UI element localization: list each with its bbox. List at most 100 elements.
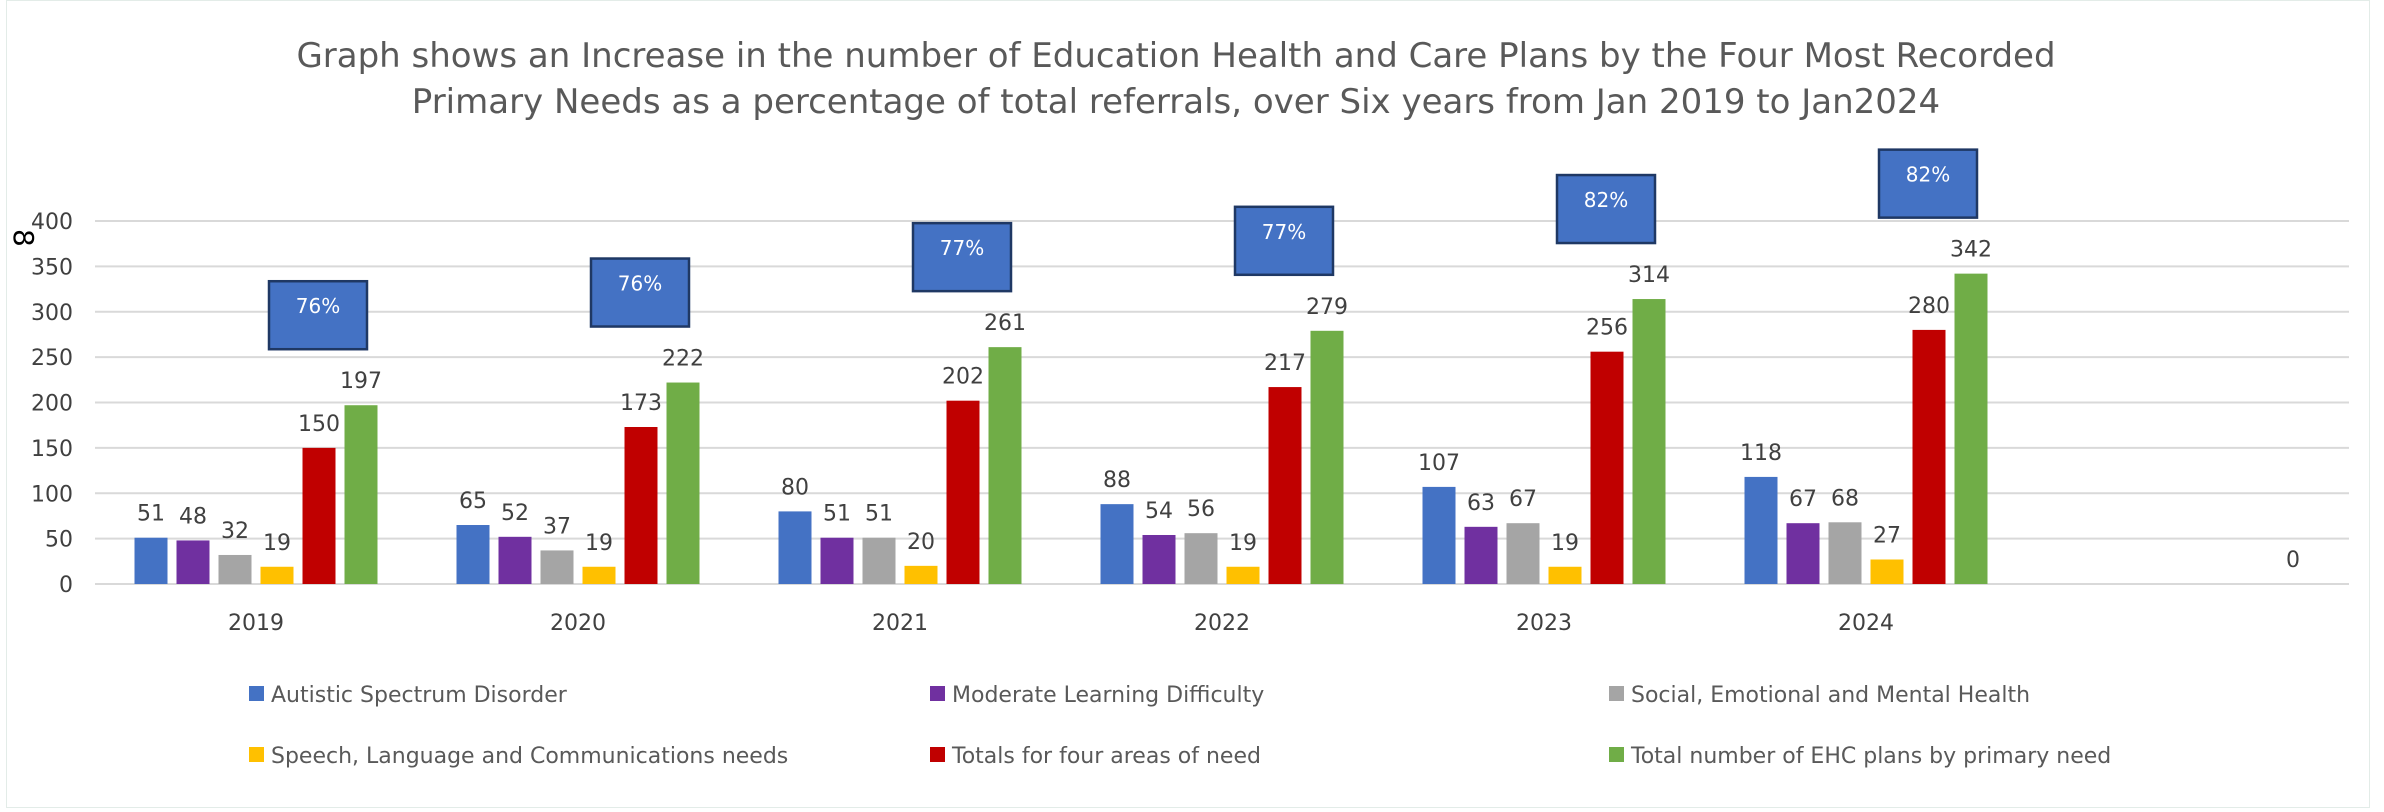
legend-item: Total number of EHC plans by primary nee… [1609,744,2111,769]
percentage-annotations: 76% 76% 77% 77% 82% 82% [267,148,1979,351]
data-label: 32 [221,519,249,544]
chart-svg: Graph shows an Increase in the number of… [7,36,2349,769]
legend-item: Totals for four areas of need [930,744,1261,769]
x-axis-ticks: 2019 2020 2021 2022 2023 2024 [228,611,1894,636]
percentage-annotation: 82% [1555,173,1657,245]
y-tick-label: 250 [31,346,73,371]
percentage-annotation: 82% [1877,148,1979,219]
percentage-annotation: 76% [589,257,691,328]
data-label: 51 [137,502,165,527]
data-label: 173 [620,391,662,416]
data-label: 19 [1551,531,1579,556]
y-tick-label: 50 [45,528,73,553]
percentage-box [267,279,369,351]
bar [1506,523,1540,584]
bar [1548,566,1582,584]
percentage-text: 82% [1906,163,1950,187]
data-label: 68 [1831,486,1859,511]
percentage-text: 76% [296,294,340,318]
bar [1422,486,1456,584]
bar [666,382,700,584]
legend-swatch [930,686,945,701]
bar [176,540,210,584]
y-tick-label: 0 [59,573,73,598]
legend-swatch [249,747,264,762]
data-label: 279 [1306,295,1348,320]
bar [582,566,616,584]
percentage-box [1233,205,1335,277]
legend-swatch [930,747,945,762]
bar [1226,566,1260,584]
bar [904,565,938,584]
bar [260,566,294,584]
legend-label: Totals for four areas of need [951,744,1261,769]
bar [1100,504,1134,584]
bar [134,537,168,584]
bar [778,511,812,584]
bar [1870,559,1904,584]
bars [134,273,1988,584]
legend-item: Autistic Spectrum Disorder [249,683,568,708]
y-tick-label: 350 [31,255,73,280]
x-tick-label: 2024 [1838,611,1894,636]
bar [1954,273,1988,584]
data-label: 19 [1229,531,1257,556]
data-label: 48 [179,504,207,529]
data-label: 52 [501,501,529,526]
x-tick-label: 2019 [228,611,284,636]
bar [1828,522,1862,584]
data-label: 0 [2286,548,2300,573]
data-label: 51 [823,502,851,527]
legend-item: Moderate Learning Difficulty [930,683,1264,708]
bar [1912,329,1946,584]
y-axis-stray-glyph: 8 [7,229,40,247]
y-tick-label: 200 [31,392,73,417]
data-label: 37 [543,514,571,539]
data-label: 54 [1145,499,1173,524]
data-label: 20 [907,530,935,555]
bar [1184,533,1218,584]
bar [1142,534,1176,584]
data-label: 342 [1950,238,1992,263]
data-label: 65 [459,489,487,514]
y-tick-label: 400 [31,210,73,235]
bar [1268,387,1302,584]
legend-label: Speech, Language and Communications need… [271,744,788,769]
data-label: 150 [298,412,340,437]
bar [988,347,1022,584]
legend-item: Speech, Language and Communications need… [249,744,788,769]
bar [218,554,252,584]
data-label: 118 [1740,441,1782,466]
x-tick-label: 2021 [872,611,928,636]
gridlines [95,220,2349,585]
bar [456,525,490,584]
bar [624,427,658,584]
chart-title-line-2: Primary Needs as a percentage of total r… [412,82,1940,122]
bar [1744,476,1778,584]
bar [820,537,854,584]
data-labels: 51 65 80 88 107 118 48 52 51 54 63 67 32 37 51 56 67 68 19… [137,238,2300,573]
percentage-annotation: 77% [911,221,1013,293]
legend-swatch [1609,747,1624,762]
percentage-annotation: 77% [1233,205,1335,277]
legend-label: Autistic Spectrum Disorder [271,683,568,708]
legend-item: Social, Emotional and Mental Health [1609,683,2030,708]
data-label: 19 [585,531,613,556]
chart-frame: Graph shows an Increase in the number of… [6,0,2370,808]
bar [344,405,378,584]
bar [302,447,336,584]
data-label: 27 [1873,523,1901,548]
percentage-box [1877,148,1979,219]
chart-title-line-1: Graph shows an Increase in the number of… [296,36,2055,76]
data-label: 280 [1908,294,1950,319]
x-tick-label: 2022 [1194,611,1250,636]
bar [498,536,532,584]
data-label: 202 [942,365,984,390]
percentage-text: 76% [618,272,662,296]
data-label: 67 [1789,487,1817,512]
percentage-box [911,221,1013,293]
legend: Autistic Spectrum Disorder Moderate Learn… [249,683,2111,769]
bar [946,400,980,584]
data-label: 222 [662,347,704,372]
bar [540,550,574,584]
